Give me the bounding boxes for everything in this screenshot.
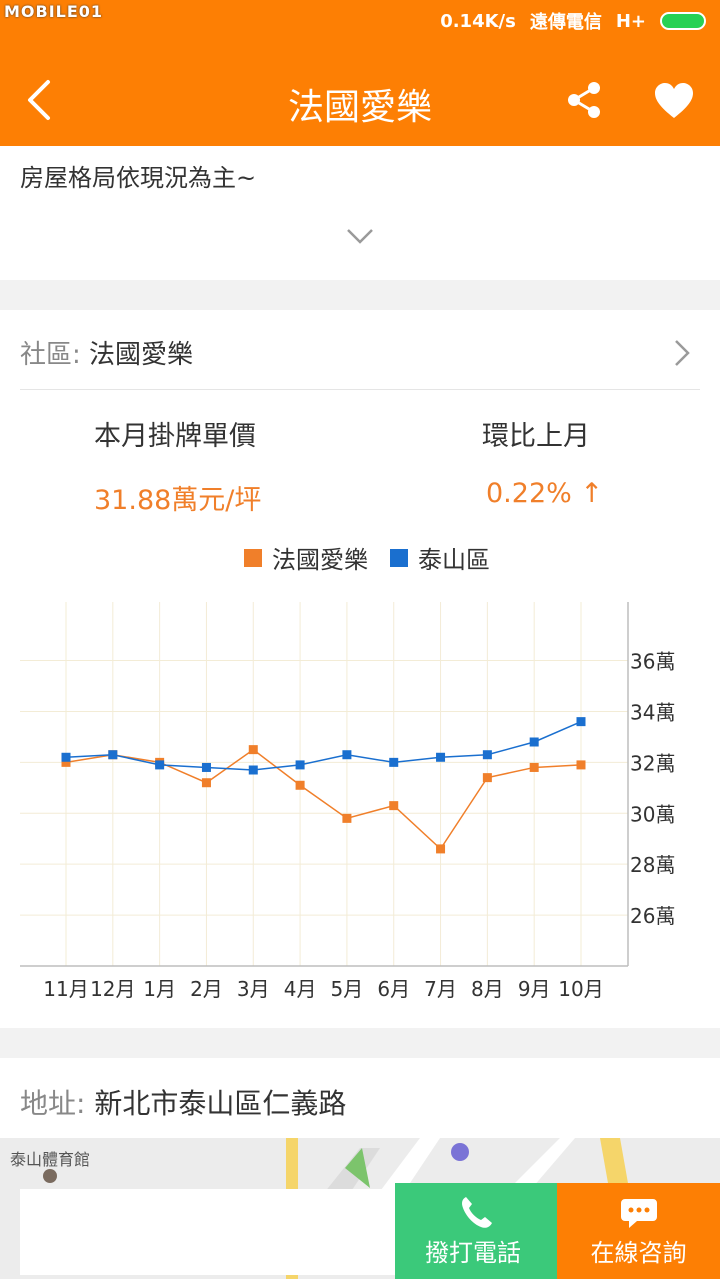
x-tick-label: 10月 <box>558 977 603 1001</box>
data-point-series-2 <box>482 750 492 760</box>
data-point-series-2 <box>248 765 258 775</box>
x-tick-label: 4月 <box>284 977 317 1001</box>
x-tick-label: 6月 <box>377 977 410 1001</box>
legend-item-series-1: 法國愛樂 <box>244 540 368 575</box>
description-text: 房屋格局依現況為主~ <box>20 164 257 192</box>
x-tick-label: 2月 <box>190 977 223 1001</box>
chart-legend: 法國愛樂 泰山區 <box>244 540 512 575</box>
y-tick-label: 36萬 <box>630 650 675 674</box>
network-type: H+ <box>615 10 646 32</box>
data-point-series-1 <box>201 778 211 788</box>
consult-button-label: 在線咨詢 <box>590 1239 687 1267</box>
top-bar: MOBILE01 0.14K/s 遠傳電信 H+ 法國愛樂 <box>0 0 720 146</box>
back-icon[interactable] <box>22 78 62 122</box>
change-heading: 環比上月 <box>482 421 590 452</box>
status-right: 0.14K/s 遠傳電信 H+ <box>440 8 706 34</box>
address-label: 地址: <box>20 1087 86 1120</box>
chevron-down-icon[interactable] <box>346 224 374 246</box>
price-heading: 本月掛牌單價 <box>94 421 256 452</box>
page-title: 法國愛樂 <box>287 87 432 128</box>
x-tick-label: 8月 <box>471 977 504 1001</box>
community-row[interactable]: 社區: 法國愛樂 <box>20 334 193 371</box>
community-card: 社區: 法國愛樂 本月掛牌單價 環比上月 31.88萬元/坪 0.22% ↑ 法… <box>0 310 720 1028</box>
bottom-action-bar: 撥打電話 在線咨詢 <box>0 1183 720 1279</box>
legend-item-series-2: 泰山區 <box>390 540 490 575</box>
network-speed: 0.14K/s <box>440 10 516 32</box>
chat-bubble-icon <box>620 1199 657 1228</box>
data-point-series-2 <box>576 717 586 727</box>
data-point-series-2 <box>201 762 211 772</box>
favorite-heart-icon[interactable] <box>654 82 694 120</box>
data-point-series-1 <box>248 745 258 755</box>
data-point-series-1 <box>295 780 305 790</box>
call-button[interactable]: 撥打電話 <box>395 1183 557 1279</box>
x-tick-label: 7月 <box>424 977 457 1001</box>
data-point-series-2 <box>61 752 71 762</box>
data-point-series-1 <box>576 760 586 770</box>
y-tick-label: 30萬 <box>630 802 675 826</box>
data-point-series-2 <box>295 760 305 770</box>
phone-icon <box>462 1197 492 1228</box>
price-value: 31.88萬元/坪 <box>94 485 262 516</box>
data-point-series-2 <box>155 760 165 770</box>
divider <box>20 389 700 390</box>
legend-swatch-orange <box>244 548 262 567</box>
data-point-series-1 <box>436 844 446 854</box>
data-point-series-2 <box>436 752 446 762</box>
data-point-series-1 <box>529 762 539 772</box>
data-point-series-2 <box>108 750 118 760</box>
chevron-right-icon[interactable] <box>672 338 692 368</box>
legend-swatch-blue <box>390 548 408 567</box>
carrier-name: 遠傳電信 <box>529 12 602 33</box>
address-row: 地址: 新北市泰山區仁義路 <box>20 1082 346 1122</box>
watermark: MOBILE01 <box>4 2 104 21</box>
change-value: 0.22% ↑ <box>486 478 603 509</box>
address-card: 地址: 新北市泰山區仁義路 <box>0 1058 720 1138</box>
x-tick-label: 3月 <box>237 977 270 1001</box>
data-point-series-2 <box>529 737 539 747</box>
share-icon[interactable] <box>564 80 604 120</box>
map-poi-label: 泰山體育館 <box>10 1150 91 1169</box>
bottom-blank-area <box>20 1189 440 1275</box>
app-header: 法國愛樂 <box>0 52 720 146</box>
consult-button[interactable]: 在線咨詢 <box>557 1183 720 1279</box>
status-bar: MOBILE01 0.14K/s 遠傳電信 H+ <box>0 0 720 42</box>
community-label: 社區: <box>20 340 81 370</box>
data-point-series-1 <box>61 757 71 767</box>
community-name: 法國愛樂 <box>89 340 194 370</box>
y-tick-label: 34萬 <box>630 700 675 724</box>
data-point-series-1 <box>342 813 352 823</box>
data-point-series-2 <box>389 757 399 767</box>
data-point-series-2 <box>342 750 352 760</box>
x-tick-label: 12月 <box>90 977 135 1001</box>
y-tick-label: 26萬 <box>630 904 675 928</box>
x-tick-label: 1月 <box>143 977 176 1001</box>
address-value: 新北市泰山區仁義路 <box>94 1087 347 1120</box>
data-point-series-1 <box>482 773 492 783</box>
legend-label-series-1: 法國愛樂 <box>272 546 368 574</box>
data-point-series-1 <box>389 801 399 811</box>
series-line-2 <box>65 720 582 771</box>
series-line-1 <box>65 748 582 851</box>
battery-icon <box>660 12 706 30</box>
price-trend-chart: 36萬 34萬 32萬 30萬 28萬 26萬 11月 12月 1月 2月 3月 4月 5月 6月 7月 8月… <box>20 602 675 1001</box>
y-tick-label: 32萬 <box>630 751 675 775</box>
x-tick-label: 9月 <box>518 977 551 1001</box>
description-card: 房屋格局依現況為主~ <box>0 146 720 280</box>
x-tick-label: 5月 <box>331 977 364 1001</box>
x-tick-label: 11月 <box>43 977 88 1001</box>
y-tick-label: 28萬 <box>630 853 675 877</box>
legend-label-series-2: 泰山區 <box>418 546 490 574</box>
call-button-label: 撥打電話 <box>425 1239 521 1267</box>
